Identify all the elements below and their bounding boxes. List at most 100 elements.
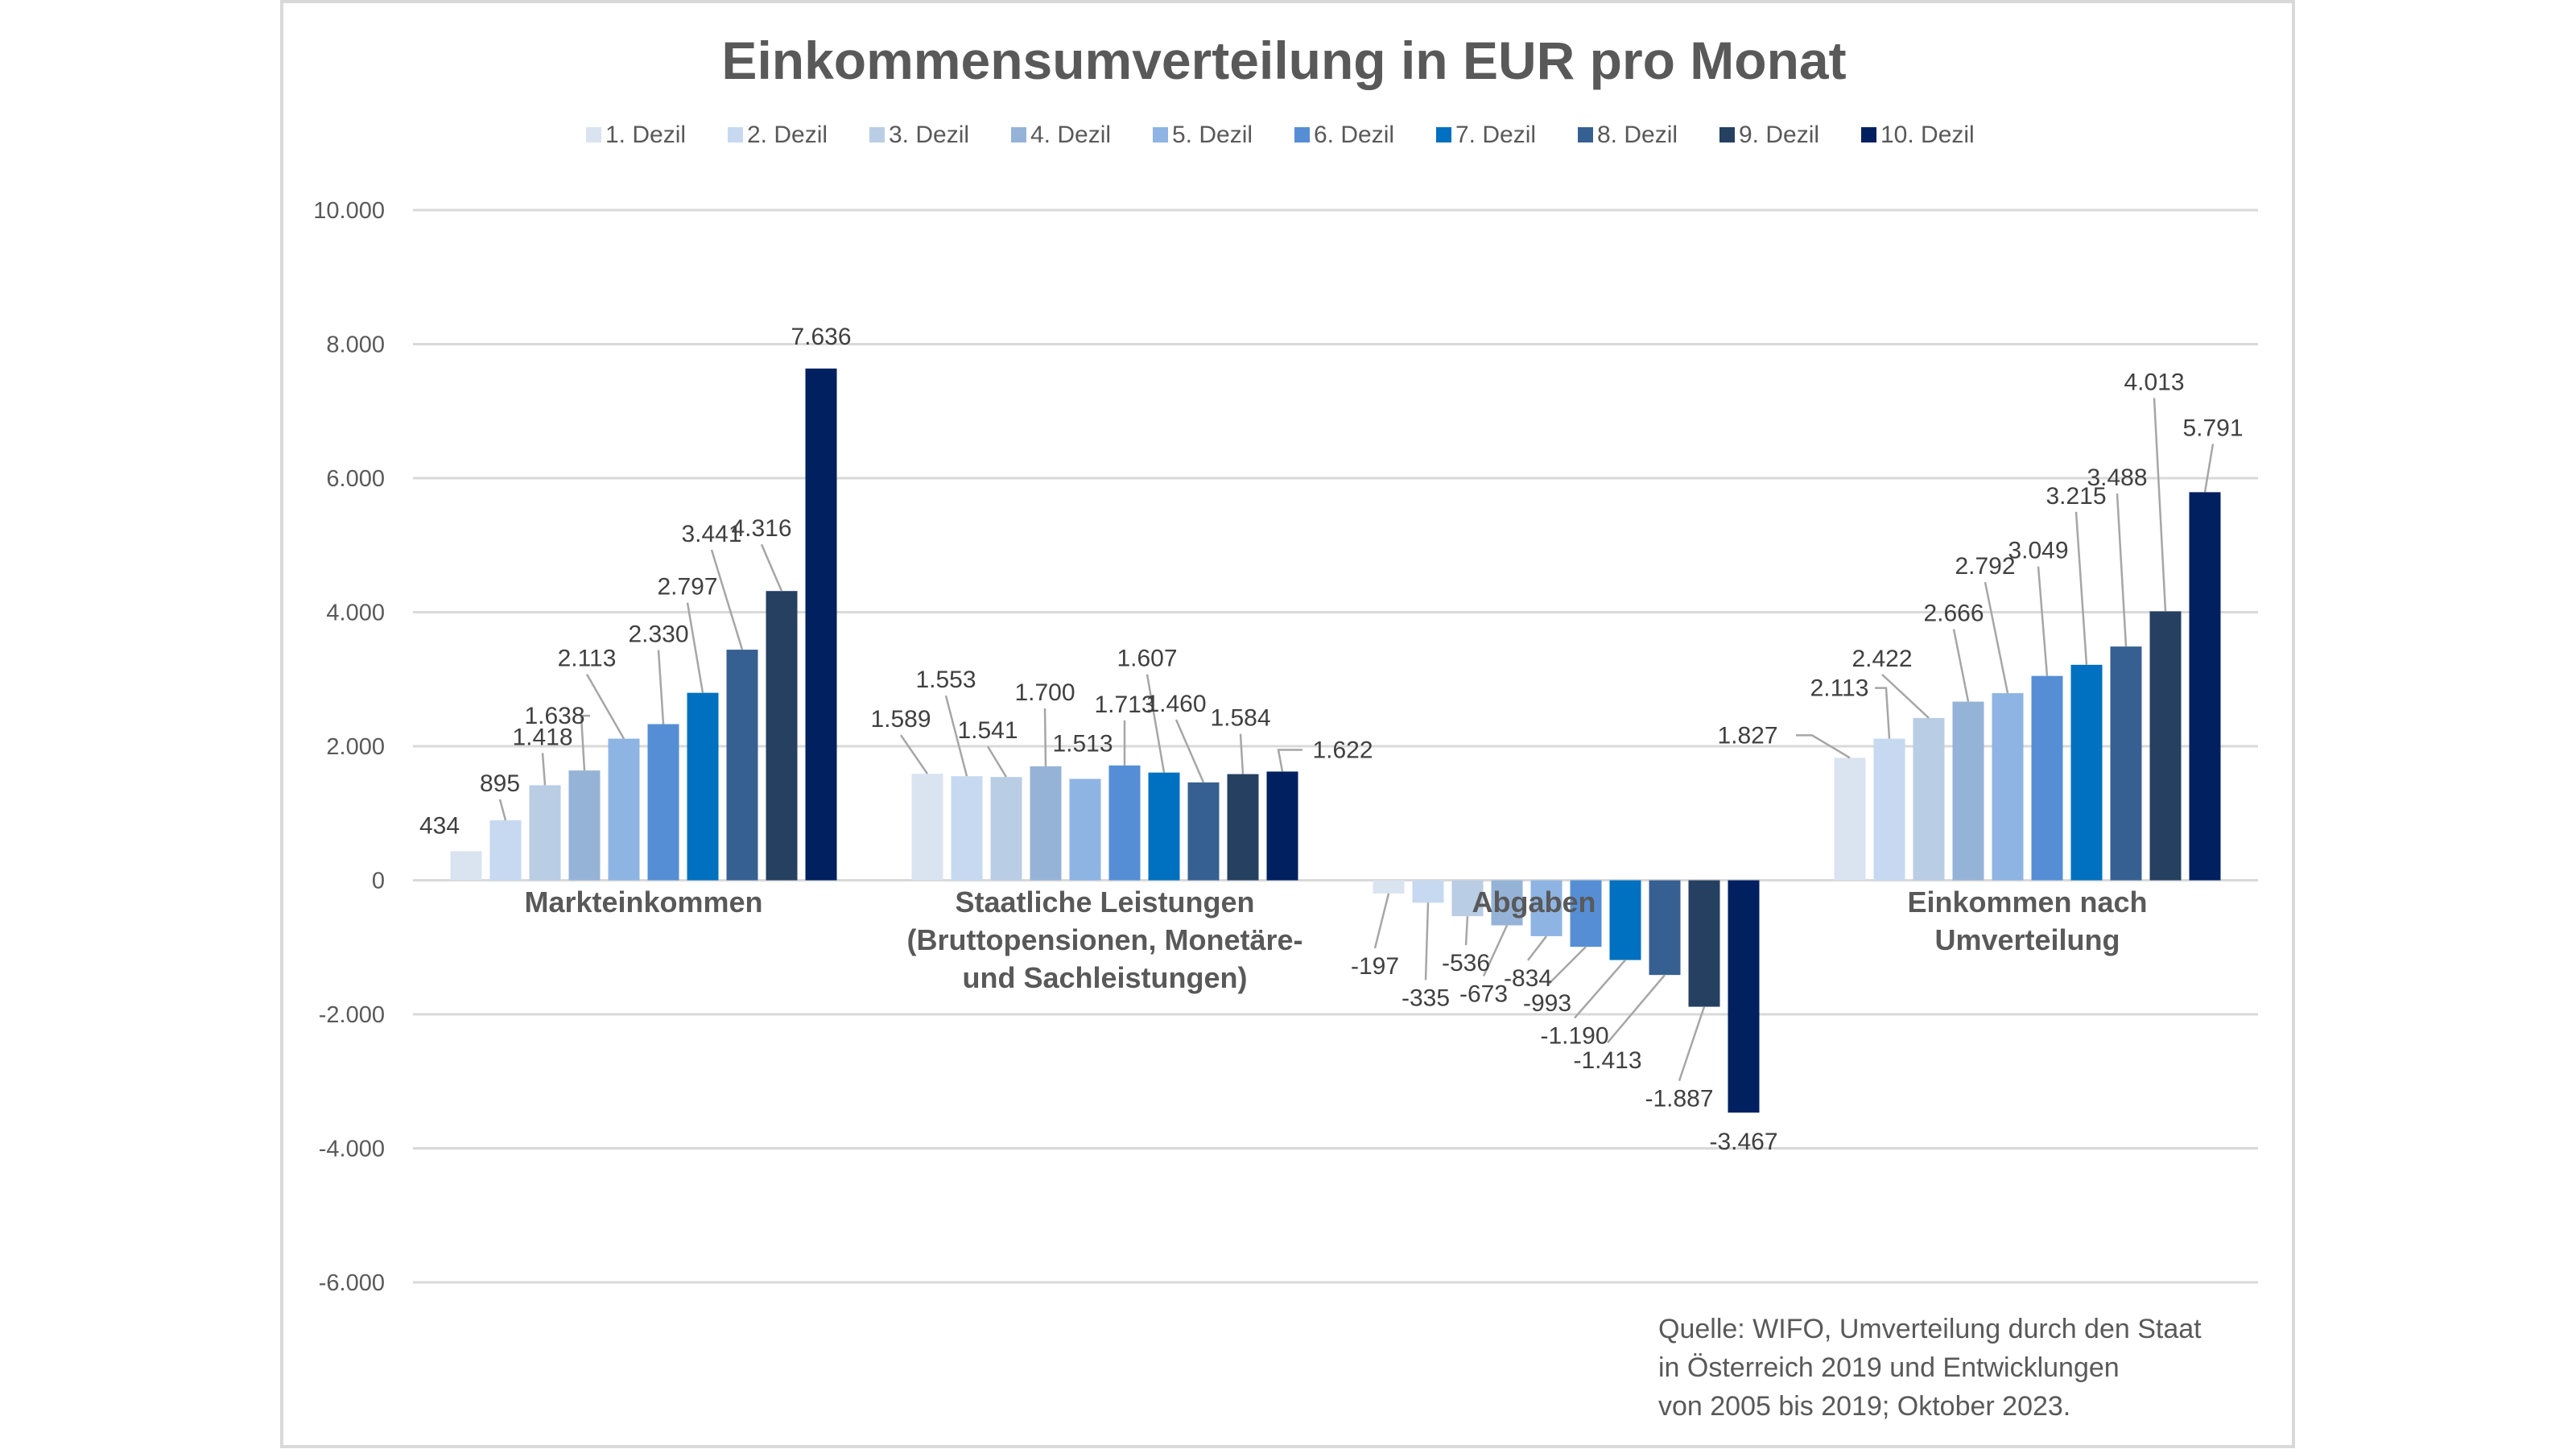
leader-line — [1043, 708, 1047, 766]
category-label: Einkommen nach — [1907, 886, 2147, 919]
bar — [766, 591, 798, 881]
data-label: 7.636 — [791, 324, 851, 350]
leader-line — [1464, 916, 1469, 946]
data-label: 434 — [419, 812, 460, 839]
legend-label: 3. Dezil — [889, 122, 969, 148]
bar — [1451, 880, 1484, 917]
legend-swatch — [1153, 127, 1168, 142]
leader-line — [498, 799, 507, 821]
leader-line — [1546, 946, 1587, 987]
leader-line — [710, 549, 744, 650]
y-tick-label: 0 — [372, 869, 385, 894]
data-label: 1.589 — [870, 706, 931, 733]
bar — [1728, 880, 1760, 1113]
bar — [647, 724, 679, 881]
bar — [1108, 765, 1141, 881]
bar — [911, 774, 943, 881]
bar — [2110, 646, 2142, 881]
leader-line — [760, 543, 783, 592]
data-label-leader-lines — [498, 398, 2215, 1081]
bar — [2149, 611, 2182, 881]
leader-line — [899, 734, 929, 774]
data-label: -1.190 — [1540, 1023, 1608, 1050]
legend-swatch — [869, 127, 885, 142]
data-label: -1.413 — [1573, 1047, 1641, 1074]
data-label: -1.887 — [1645, 1086, 1713, 1113]
data-label: 2.113 — [1810, 675, 1869, 702]
legend-label: 1. Dezil — [605, 122, 686, 148]
data-label: 1.700 — [1014, 679, 1075, 706]
legend-label: 10. Dezil — [1880, 122, 1975, 148]
y-tick-label: 6.000 — [326, 466, 385, 492]
y-tick-label: -4.000 — [319, 1137, 385, 1162]
data-label: 2.797 — [657, 574, 717, 601]
y-tick-label: 4.000 — [326, 601, 385, 626]
leader-line — [1952, 629, 1970, 702]
legend-swatch — [1011, 127, 1026, 142]
data-label: 1.584 — [1210, 705, 1270, 732]
bar — [1148, 772, 1180, 881]
legend-swatch — [1861, 127, 1876, 142]
bar — [1570, 880, 1602, 947]
leader-line — [541, 753, 547, 786]
leader-line — [1373, 893, 1390, 949]
category-label: Markteinkommen — [524, 886, 762, 919]
leader-line — [1574, 959, 1626, 1019]
leader-line — [2074, 511, 2088, 665]
bar — [450, 851, 482, 881]
bar — [1227, 774, 1259, 881]
source-line: Quelle: WIFO, Umverteilung durch den Sta… — [1658, 1314, 2202, 1344]
legend-label: 7. Dezil — [1455, 122, 1536, 148]
bar — [529, 785, 561, 881]
category-label: Umverteilung — [1934, 923, 2120, 956]
leader-line — [1146, 674, 1166, 773]
category-label: Staatliche Leistungen — [955, 886, 1254, 919]
leader-line — [1277, 749, 1302, 772]
legend-label: 9. Dezil — [1739, 122, 1819, 148]
bar — [1609, 880, 1641, 960]
data-label: 1.713 — [1094, 691, 1154, 718]
y-tick-label: 8.000 — [326, 332, 385, 358]
bar — [1649, 880, 1681, 976]
leader-line — [1424, 902, 1430, 980]
data-label: 1.638 — [524, 703, 584, 729]
leader-line — [585, 673, 625, 740]
data-label: -536 — [1442, 950, 1490, 976]
leader-line — [1239, 733, 1245, 774]
data-label: 4.316 — [731, 515, 791, 542]
bar — [1491, 880, 1523, 926]
data-label: 1.460 — [1146, 691, 1206, 717]
legend: 1. Dezil 2. Dezil 3. Dezil 4. Dezil 5. Dezil… — [586, 122, 1975, 148]
bar — [2031, 675, 2063, 881]
data-label: 2.666 — [1923, 601, 1984, 627]
legend-swatch — [1578, 127, 1593, 142]
bar — [1913, 717, 1945, 881]
data-label: 1.553 — [915, 667, 976, 693]
legend-label: 6. Dezil — [1314, 122, 1394, 148]
bar — [687, 692, 719, 881]
legend-label: 2. Dezil — [747, 122, 828, 148]
leader-line — [1607, 974, 1666, 1043]
category-label: (Bruttopensionen, Monetäre- — [907, 923, 1303, 956]
data-label: -993 — [1523, 990, 1571, 1017]
data-label: 1.541 — [957, 717, 1018, 744]
bar — [726, 650, 758, 881]
data-label: 1.622 — [1312, 737, 1373, 763]
data-label: 2.792 — [1955, 553, 2015, 580]
data-label: -834 — [1504, 965, 1552, 992]
bar — [1266, 771, 1298, 881]
data-label: -3.467 — [1709, 1129, 1777, 1155]
bar — [1412, 880, 1444, 903]
leader-line — [686, 602, 704, 693]
bar — [1530, 880, 1563, 936]
data-label: 2.330 — [628, 621, 688, 648]
leader-line — [2203, 444, 2215, 493]
bars — [450, 368, 2221, 1113]
bar — [608, 738, 640, 881]
bar — [1992, 693, 2024, 881]
legend-label: 5. Dezil — [1172, 122, 1253, 148]
bar — [2189, 492, 2221, 881]
data-label: 3.488 — [2087, 464, 2147, 491]
legend-swatch — [1719, 127, 1735, 142]
